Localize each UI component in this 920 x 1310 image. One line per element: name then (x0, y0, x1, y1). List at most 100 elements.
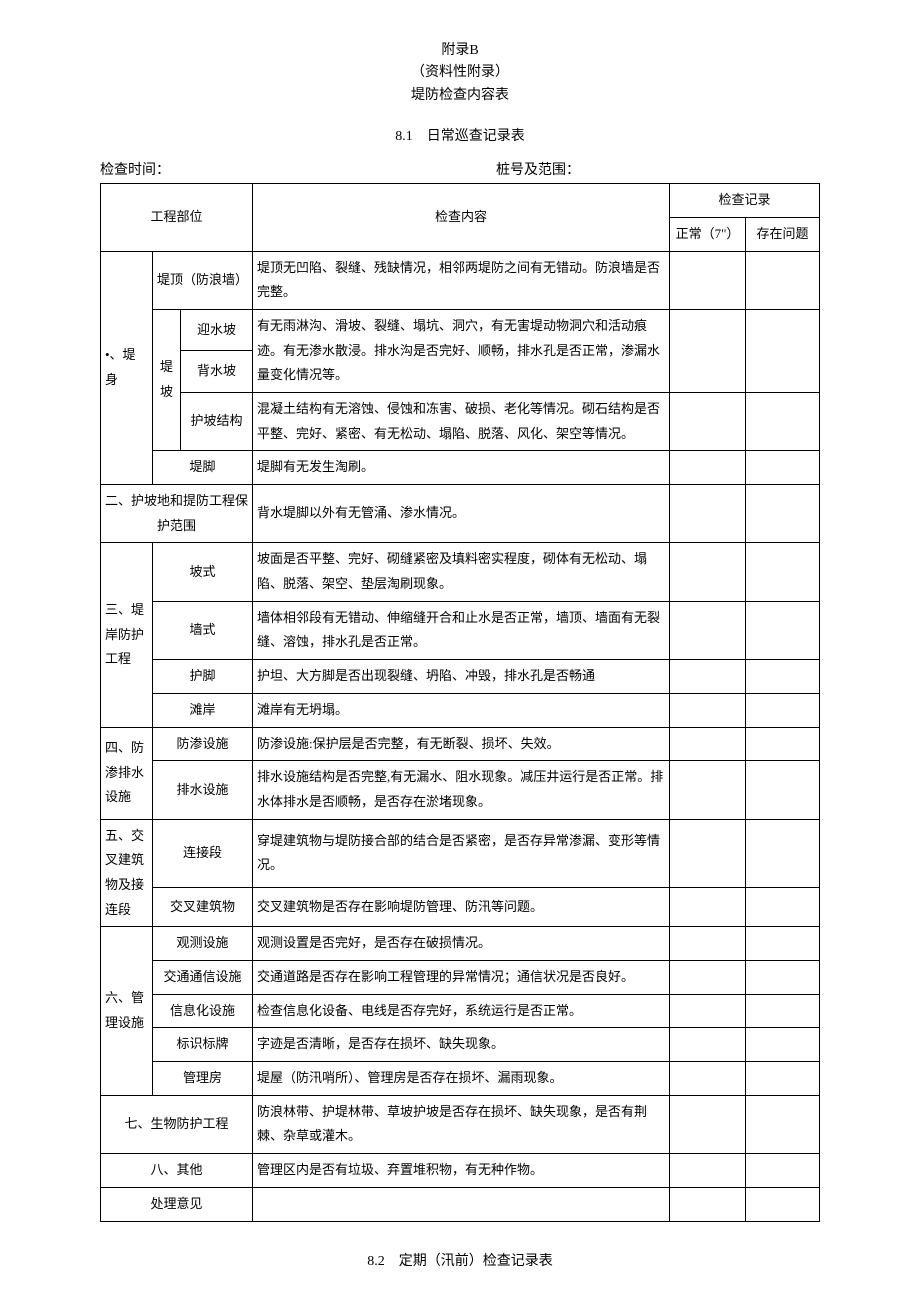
table-row: 管理房 堤屋（防汛哨所）、管理房是否存在损坏、漏雨现象。 (101, 1062, 820, 1096)
table-row: •、堤身 堤顶（防浪墙） 堤顶无凹陷、裂缝、残缺情况，相邻两堤防之间有无错动。防… (101, 251, 820, 309)
cell-normal (670, 451, 746, 485)
th-normal: 正常（7"） (670, 217, 746, 251)
cell-content: 堤脚有无发生淘刷。 (253, 451, 670, 485)
cell-sub: 背水坡 (181, 351, 253, 393)
table-row: 堤坡 迎水坡 有无雨淋沟、滑坡、裂缝、塌坑、洞穴，有无害堤动物洞穴和活动痕迹。有… (101, 309, 820, 351)
cell-problem (746, 543, 820, 601)
table-row: 二、护坡地和提防工程保护范围 背水堤脚以外有无管涌、渗水情况。 (101, 485, 820, 543)
section-8-2-title: 8.2 定期（汛前）检查记录表 (100, 1250, 820, 1270)
cell-normal (670, 994, 746, 1028)
cell-normal (670, 601, 746, 659)
cell-problem (746, 761, 820, 819)
cell-normal (670, 819, 746, 887)
check-time-label: 检查时间： (100, 159, 496, 179)
th-content: 检查内容 (253, 184, 670, 251)
cell-group-7: 七、生物防护工程 (101, 1095, 253, 1153)
cell-normal (670, 1062, 746, 1096)
cell-normal (670, 1095, 746, 1153)
table-row: 四、防渗排水设施 防渗设施 防渗设施:保护层是否完整，有无断裂、损坏、失效。 (101, 727, 820, 761)
cell-sub: 墙式 (153, 601, 253, 659)
cell-problem (746, 961, 820, 995)
section-8-1-title: 8.1 日常巡查记录表 (100, 125, 820, 145)
cell-content: 滩岸有无坍塌。 (253, 693, 670, 727)
cell-normal (670, 485, 746, 543)
cell-problem (746, 1154, 820, 1188)
meta-row: 检查时间： 桩号及范围： (100, 159, 820, 179)
table-row: 护坡结构 混凝土结构有无溶蚀、侵蚀和冻害、破损、老化等情况。砌石结构是否平整、完… (101, 392, 820, 450)
cell-problem (746, 727, 820, 761)
cell-content (253, 1187, 670, 1221)
cell-content: 交通道路是否存在影响工程管理的异常情况；通信状况是否良好。 (253, 961, 670, 995)
cell-normal (670, 543, 746, 601)
th-part: 工程部位 (101, 184, 253, 251)
table-row: 堤脚 堤脚有无发生淘刷。 (101, 451, 820, 485)
cell-sub: 连接段 (153, 819, 253, 887)
table-row: 七、生物防护工程 防浪林带、护堤林带、草坡护坡是否存在损坏、缺失现象，是否有荆棘… (101, 1095, 820, 1153)
appendix-label: 附录B (100, 40, 820, 62)
cell-content: 堤顶无凹陷、裂缝、残缺情况，相邻两堤防之间有无错动。防浪墙是否完整。 (253, 251, 670, 309)
cell-content: 检查信息化设备、电线是否存完好，系统运行是否正常。 (253, 994, 670, 1028)
table-name: 堤防检查内容表 (100, 85, 820, 107)
cell-group-3: 三、堤岸防护工程 (101, 543, 153, 727)
table-row: 标识标牌 字迹是否清晰，是否存在损坏、缺失现象。 (101, 1028, 820, 1062)
cell-sub: 护脚 (153, 660, 253, 694)
cell-problem (746, 819, 820, 887)
cell-sub: 信息化设施 (153, 994, 253, 1028)
table-row: 排水设施 排水设施结构是否完整,有无漏水、阻水现象。减压井运行是否正常。排水体排… (101, 761, 820, 819)
table-row: 护脚 护坦、大方脚是否出现裂缝、坍陷、冲毁，排水孔是否畅通 (101, 660, 820, 694)
cell-sub-group: 堤坡 (153, 309, 181, 450)
cell-content: 观测设置是否完好，是否存在破损情况。 (253, 927, 670, 961)
cell-problem (746, 927, 820, 961)
cell-problem (746, 392, 820, 450)
table-row: 墙式 墙体相邻段有无错动、伸缩缝开合和止水是否正常，墙顶、墙面有无裂缝、溶蚀，排… (101, 601, 820, 659)
cell-content: 堤屋（防汛哨所）、管理房是否存在损坏、漏雨现象。 (253, 1062, 670, 1096)
cell-normal (670, 887, 746, 926)
cell-normal (670, 961, 746, 995)
cell-problem (746, 693, 820, 727)
cell-normal (670, 761, 746, 819)
cell-group-2: 二、护坡地和提防工程保护范围 (101, 485, 253, 543)
cell-content: 防渗设施:保护层是否完整，有无断裂、损坏、失效。 (253, 727, 670, 761)
cell-normal (670, 660, 746, 694)
cell-sub: 滩岸 (153, 693, 253, 727)
table-row: 三、堤岸防护工程 坡式 坡面是否平整、完好、砌缝紧密及填料密实程度，砌体有无松动… (101, 543, 820, 601)
cell-group-6: 六、管理设施 (101, 927, 153, 1095)
table-row: 交叉建筑物 交叉建筑物是否存在影响堤防管理、防汛等问题。 (101, 887, 820, 926)
cell-content: 管理区内是否有垃圾、弃置堆积物，有无种作物。 (253, 1154, 670, 1188)
cell-normal (670, 693, 746, 727)
cell-group-5: 五、交叉建筑物及接连段 (101, 819, 153, 927)
cell-problem (746, 601, 820, 659)
cell-content: 墙体相邻段有无错动、伸缩缝开合和止水是否正常，墙顶、墙面有无裂缝、溶蚀，排水孔是… (253, 601, 670, 659)
cell-opinion: 处理意见 (101, 1187, 253, 1221)
table-row: 交通通信设施 交通道路是否存在影响工程管理的异常情况；通信状况是否良好。 (101, 961, 820, 995)
th-record: 检查记录 (670, 184, 820, 218)
cell-normal (670, 927, 746, 961)
appendix-note: （资料性附录） (100, 62, 820, 84)
cell-group-8: 八、其他 (101, 1154, 253, 1188)
cell-content: 防浪林带、护堤林带、草坡护坡是否存在损坏、缺失现象，是否有荆棘、杂草或灌木。 (253, 1095, 670, 1153)
cell-group-4: 四、防渗排水设施 (101, 727, 153, 819)
title-block: 附录B （资料性附录） 堤防检查内容表 (100, 40, 820, 107)
table-row: 八、其他 管理区内是否有垃圾、弃置堆积物，有无种作物。 (101, 1154, 820, 1188)
table-header-row: 工程部位 检查内容 检查记录 (101, 184, 820, 218)
cell-problem (746, 1187, 820, 1221)
cell-problem (746, 1028, 820, 1062)
cell-normal (670, 727, 746, 761)
table-row: 处理意见 (101, 1187, 820, 1221)
cell-sub: 交叉建筑物 (153, 887, 253, 926)
cell-sub: 护坡结构 (181, 392, 253, 450)
cell-sub: 管理房 (153, 1062, 253, 1096)
cell-sub: 迎水坡 (181, 309, 253, 351)
cell-problem (746, 251, 820, 309)
cell-normal (670, 1187, 746, 1221)
cell-content: 穿堤建筑物与堤防接合部的结合是否紧密，是否存异常渗漏、变形等情况。 (253, 819, 670, 887)
cell-problem (746, 309, 820, 392)
cell-problem (746, 887, 820, 926)
cell-content: 护坦、大方脚是否出现裂缝、坍陷、冲毁，排水孔是否畅通 (253, 660, 670, 694)
cell-normal (670, 251, 746, 309)
cell-group-1: •、堤身 (101, 251, 153, 485)
cell-sub: 排水设施 (153, 761, 253, 819)
cell-problem (746, 451, 820, 485)
table-row: 信息化设施 检查信息化设备、电线是否存完好，系统运行是否正常。 (101, 994, 820, 1028)
cell-sub: 观测设施 (153, 927, 253, 961)
